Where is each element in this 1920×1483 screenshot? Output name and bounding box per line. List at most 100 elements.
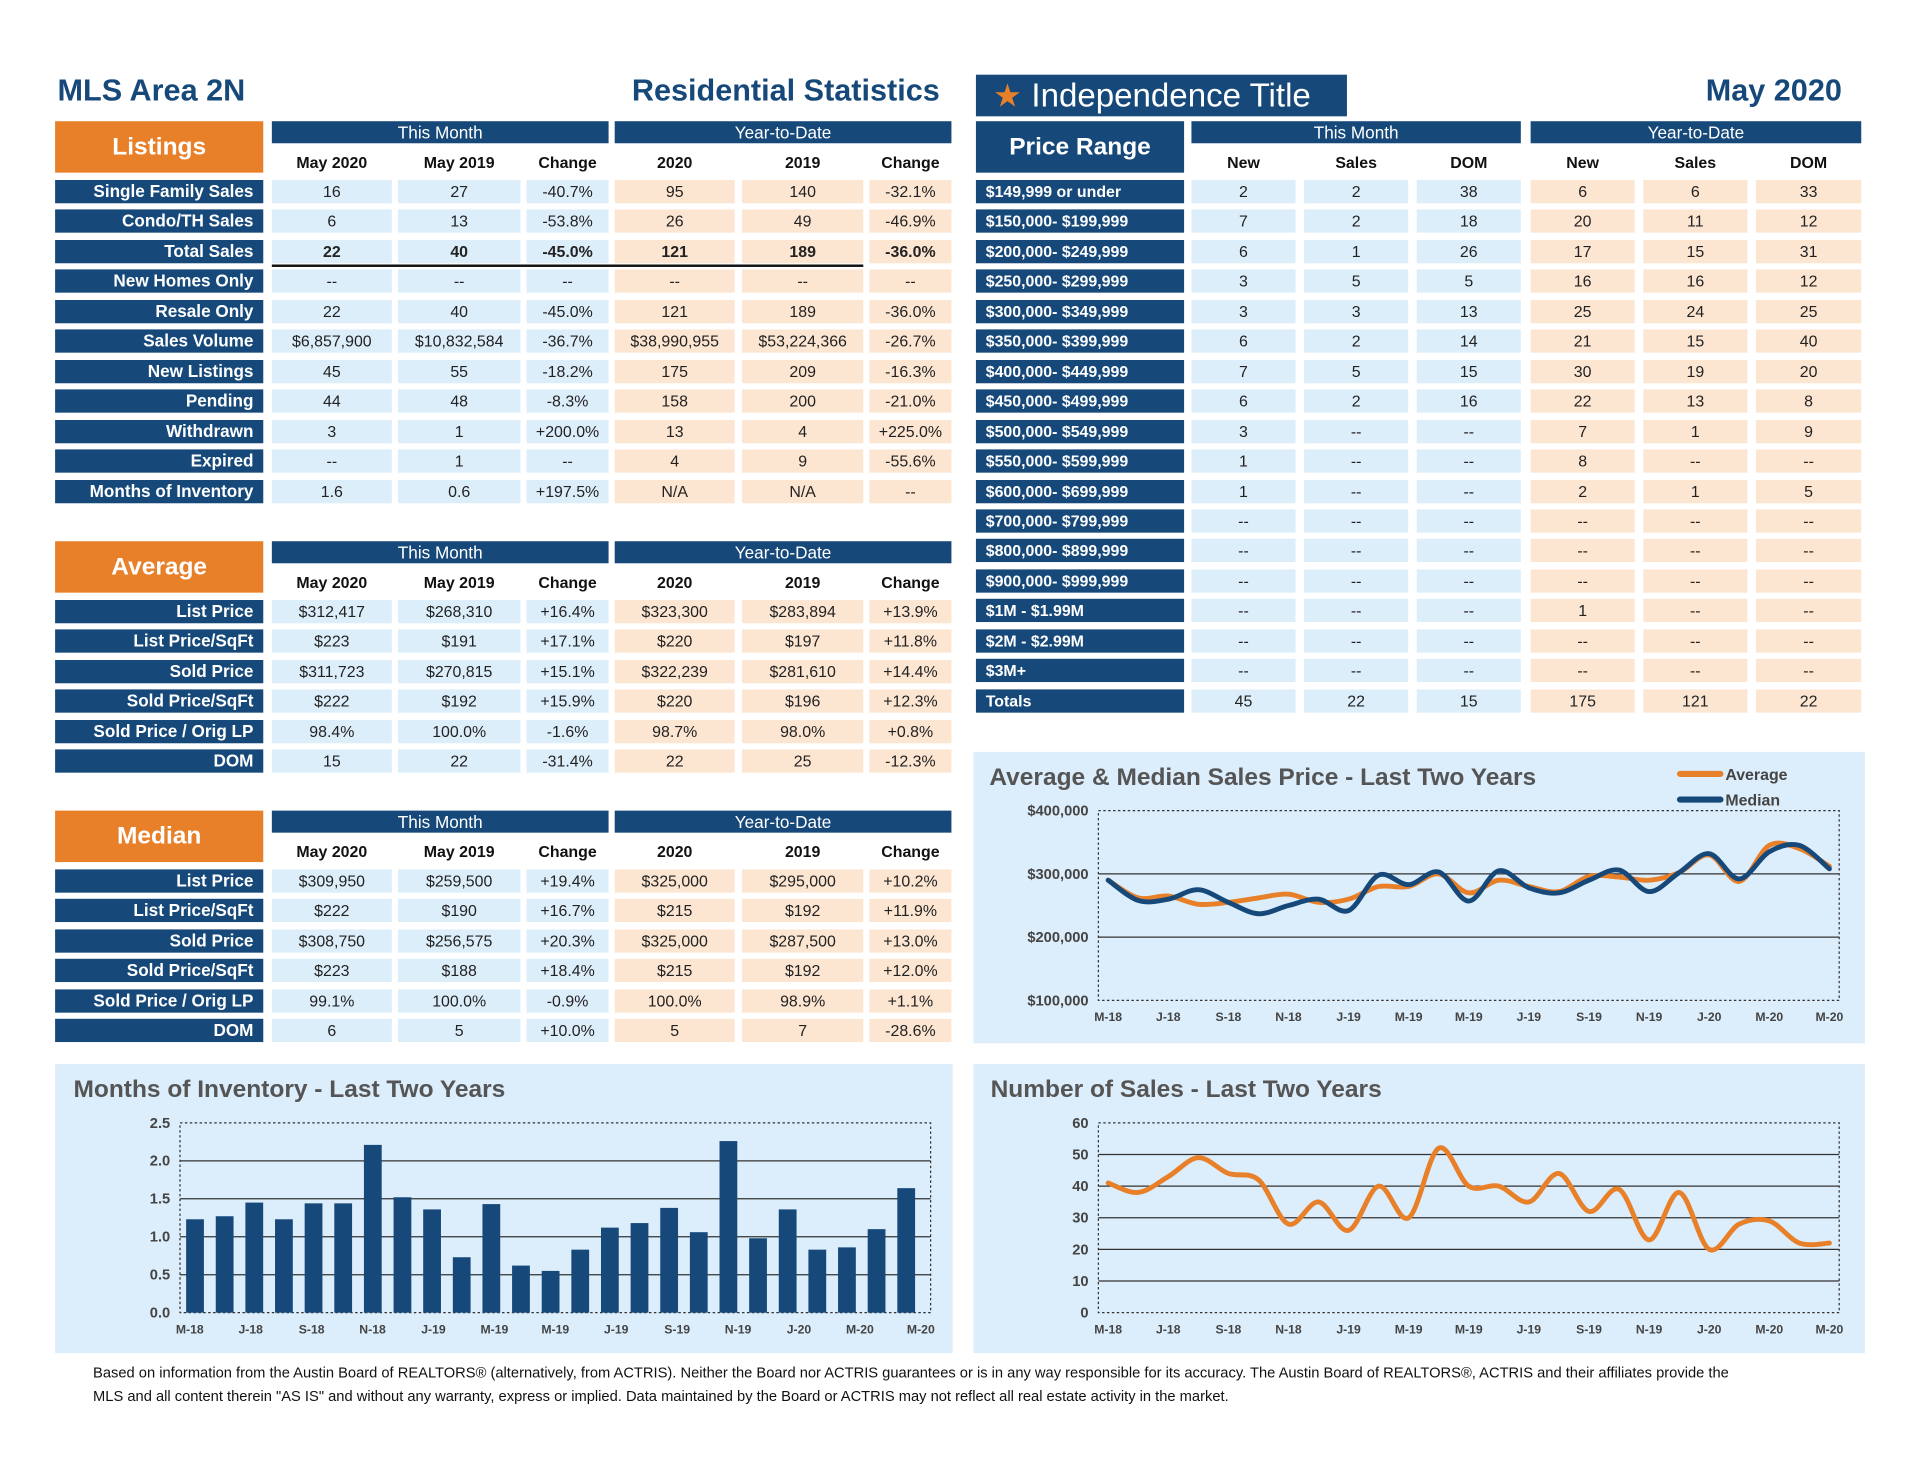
table-cell: -- xyxy=(1643,569,1748,593)
y-tick-label: 10 xyxy=(1072,1274,1088,1290)
table-cell: -26.7% xyxy=(869,329,952,353)
company-logo: ★ Independence Title xyxy=(975,74,1347,117)
table-cell: 45 xyxy=(1191,688,1296,713)
area-title: MLS Area 2N xyxy=(57,73,246,108)
y-tick-label: $400,000 xyxy=(1027,804,1088,820)
y-tick-label: 0.0 xyxy=(150,1306,170,1322)
table-cell: -53.8% xyxy=(526,209,609,234)
listings-section-label: Listings xyxy=(55,121,264,173)
inventory-bar xyxy=(275,1219,293,1313)
inventory-bar xyxy=(512,1265,530,1313)
x-tick-label: J-20 xyxy=(1697,1322,1722,1336)
table-cell: -46.9% xyxy=(869,209,952,234)
x-tick-label: J-18 xyxy=(238,1322,263,1336)
table-cell: -12.3% xyxy=(869,749,952,773)
table-cell: 13 xyxy=(1416,299,1521,324)
table-cell: $270,815 xyxy=(397,659,521,684)
table-cell: 121 xyxy=(614,299,735,324)
table-cell: -- xyxy=(1191,659,1296,683)
disclaimer: Based on information from the Austin Boa… xyxy=(93,1362,1856,1409)
table-cell: 1 xyxy=(1643,419,1748,443)
x-tick-label: M-19 xyxy=(1455,1322,1483,1336)
table-cell: 16 xyxy=(1643,269,1748,294)
table-cell: -40.7% xyxy=(526,180,609,204)
column-header: Change xyxy=(538,842,597,861)
table-cell: 3 xyxy=(1304,299,1409,324)
table-cell: 5 xyxy=(614,1019,735,1043)
table-cell: +0.8% xyxy=(869,719,952,744)
inventory-bar xyxy=(867,1229,886,1313)
legend-label: Average xyxy=(1725,767,1787,784)
y-tick-label: 60 xyxy=(1072,1116,1088,1132)
row-label: New Homes Only xyxy=(55,269,264,294)
table-cell: $325,000 xyxy=(614,929,735,953)
x-tick-label: S-18 xyxy=(1215,1010,1241,1024)
inventory-bar xyxy=(630,1223,649,1313)
table-cell: -- xyxy=(1643,599,1748,623)
inventory-bar xyxy=(423,1209,441,1313)
row-label: Single Family Sales xyxy=(55,180,264,204)
table-cell: 3 xyxy=(1191,419,1296,443)
table-cell: 189 xyxy=(742,299,864,324)
column-header: Sales xyxy=(1674,153,1717,172)
table-cell: -36.0% xyxy=(869,239,952,264)
row-label: Resale Only xyxy=(55,299,264,324)
table-cell: 25 xyxy=(1755,299,1862,324)
table-cell: -28.6% xyxy=(869,1019,952,1043)
table-cell: 27 xyxy=(397,180,521,204)
column-header: May 2019 xyxy=(423,573,495,592)
table-cell: 5 xyxy=(1304,269,1409,294)
table-cell: $256,575 xyxy=(397,929,521,953)
row-label: Totals xyxy=(975,688,1185,713)
row-label: $3M+ xyxy=(975,659,1185,683)
column-header: Sales xyxy=(1335,153,1377,172)
table-cell: N/A xyxy=(742,479,864,503)
x-tick-label: S-19 xyxy=(664,1322,690,1336)
y-tick-label: 40 xyxy=(1072,1179,1088,1195)
inventory-bar xyxy=(600,1227,619,1313)
table-cell: +20.3% xyxy=(526,929,609,953)
table-cell: 1 xyxy=(1191,449,1296,473)
table-cell: $190 xyxy=(397,899,521,923)
table-cell: 6 xyxy=(1191,329,1296,353)
row-label: List Price/SqFt xyxy=(55,629,264,654)
table-cell: 25 xyxy=(1530,299,1635,324)
row-label: List Price xyxy=(55,869,264,893)
table-cell: 1 xyxy=(397,449,521,473)
table-cell: +17.1% xyxy=(526,629,609,654)
table-cell: $191 xyxy=(397,629,521,654)
table-cell: -- xyxy=(397,269,521,294)
table-cell: +11.9% xyxy=(869,899,952,923)
table-cell: $222 xyxy=(271,899,392,923)
x-tick-label: N-18 xyxy=(359,1322,386,1336)
table-cell: 16 xyxy=(271,180,392,204)
table-cell: 31 xyxy=(1755,239,1862,264)
table-cell: 100.0% xyxy=(397,719,521,744)
x-tick-label: M-20 xyxy=(1755,1010,1783,1024)
row-label: $900,000- $999,999 xyxy=(975,569,1185,593)
table-cell: 158 xyxy=(614,389,735,413)
table-cell: 6 xyxy=(271,1019,392,1043)
inventory-bar xyxy=(778,1209,797,1313)
table-cell: 7 xyxy=(1191,209,1296,234)
table-cell: -0.9% xyxy=(526,989,609,1013)
row-label: $800,000- $899,999 xyxy=(975,539,1185,563)
table-cell: -- xyxy=(742,269,864,294)
row-label: Sales Volume xyxy=(55,329,264,353)
x-tick-label: J-19 xyxy=(1336,1010,1361,1024)
table-cell: 11 xyxy=(1643,209,1748,234)
table-cell: $215 xyxy=(614,899,735,923)
table-cell: -- xyxy=(1304,599,1409,623)
price_range-ytd-header: Year-to-Date xyxy=(1530,121,1862,144)
table-cell: -- xyxy=(1755,599,1862,623)
inventory-bar xyxy=(660,1207,679,1313)
table-cell: 13 xyxy=(614,419,735,443)
disclaimer-line-1: Based on information from the Austin Boa… xyxy=(93,1364,1729,1382)
table-cell: -- xyxy=(869,479,952,503)
x-tick-label: J-18 xyxy=(1156,1322,1181,1336)
table-cell: $287,500 xyxy=(742,929,864,953)
table-cell: 15 xyxy=(1643,239,1748,264)
table-cell: $220 xyxy=(614,629,735,654)
table-cell: $53,224,366 xyxy=(742,329,864,353)
row-label: Expired xyxy=(55,449,264,473)
